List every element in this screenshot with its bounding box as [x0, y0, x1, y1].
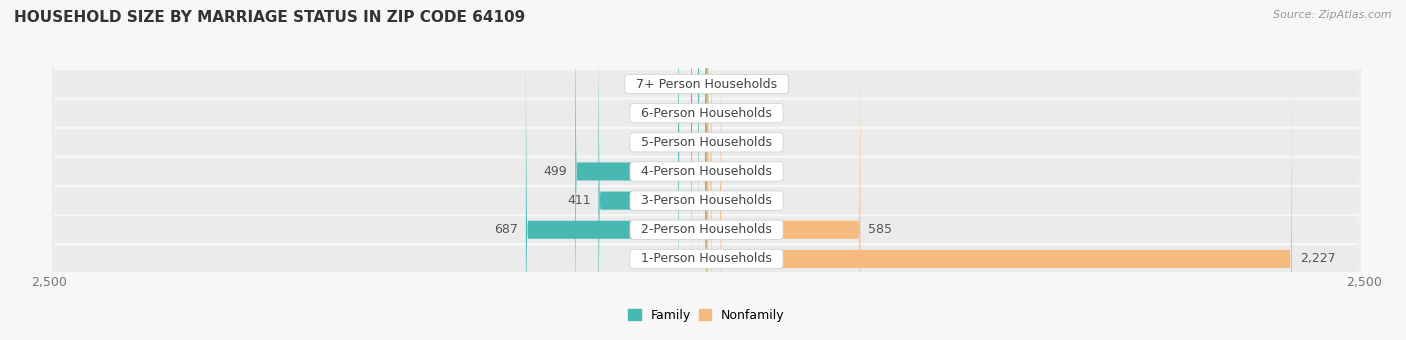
Text: 8: 8	[717, 107, 724, 120]
FancyBboxPatch shape	[52, 0, 1361, 340]
Text: Source: ZipAtlas.com: Source: ZipAtlas.com	[1274, 10, 1392, 20]
Text: 499: 499	[544, 165, 568, 178]
Text: HOUSEHOLD SIZE BY MARRIAGE STATUS IN ZIP CODE 64109: HOUSEHOLD SIZE BY MARRIAGE STATUS IN ZIP…	[14, 10, 526, 25]
FancyBboxPatch shape	[575, 0, 707, 340]
FancyBboxPatch shape	[699, 0, 707, 308]
Text: 19: 19	[720, 165, 735, 178]
FancyBboxPatch shape	[707, 0, 709, 337]
Text: 32: 32	[675, 78, 690, 90]
Text: 5-Person Households: 5-Person Households	[633, 136, 780, 149]
FancyBboxPatch shape	[707, 0, 711, 340]
Text: 6-Person Households: 6-Person Households	[633, 107, 780, 120]
Text: 687: 687	[494, 223, 517, 236]
Text: 2-Person Households: 2-Person Households	[633, 223, 780, 236]
FancyBboxPatch shape	[52, 0, 1361, 340]
Legend: Family, Nonfamily: Family, Nonfamily	[623, 304, 790, 327]
FancyBboxPatch shape	[52, 0, 1361, 340]
Text: 7+ Person Households: 7+ Person Households	[628, 78, 785, 90]
Text: 4-Person Households: 4-Person Households	[633, 165, 780, 178]
FancyBboxPatch shape	[707, 0, 721, 340]
Text: 1-Person Households: 1-Person Households	[633, 252, 780, 266]
Text: 59: 59	[668, 107, 683, 120]
FancyBboxPatch shape	[52, 0, 1361, 340]
Text: 56: 56	[730, 194, 745, 207]
Text: 2,227: 2,227	[1301, 252, 1336, 266]
FancyBboxPatch shape	[706, 0, 709, 308]
FancyBboxPatch shape	[707, 35, 1292, 340]
FancyBboxPatch shape	[52, 0, 1361, 340]
Text: 585: 585	[869, 223, 893, 236]
FancyBboxPatch shape	[690, 0, 707, 337]
FancyBboxPatch shape	[599, 0, 707, 340]
FancyBboxPatch shape	[678, 0, 707, 340]
Text: 411: 411	[567, 194, 591, 207]
FancyBboxPatch shape	[52, 0, 1361, 340]
Text: 3-Person Households: 3-Person Households	[633, 194, 780, 207]
Text: 108: 108	[647, 136, 671, 149]
FancyBboxPatch shape	[526, 6, 707, 340]
FancyBboxPatch shape	[707, 6, 860, 340]
Text: 5: 5	[716, 78, 724, 90]
FancyBboxPatch shape	[52, 0, 1361, 340]
